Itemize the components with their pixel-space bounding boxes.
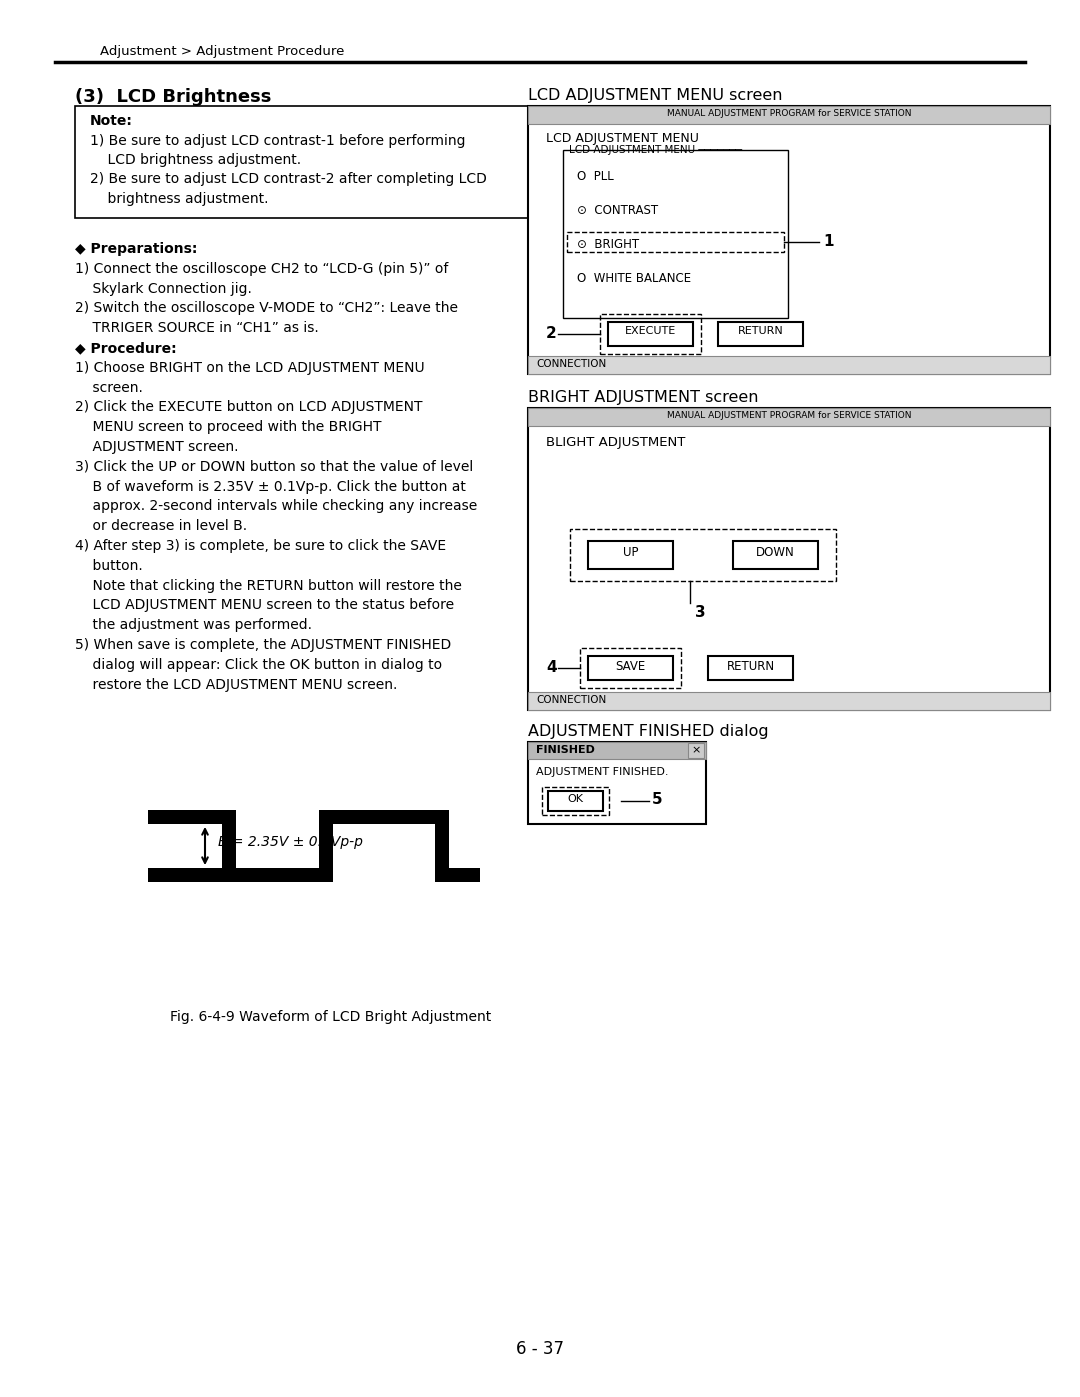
Bar (588, 541, 673, 569)
Text: 1: 1 (823, 233, 834, 249)
Text: 4: 4 (546, 659, 556, 675)
Bar (708, 657, 793, 680)
Text: MANUAL ADJUSTMENT PROGRAM for SERVICE STATION: MANUAL ADJUSTMENT PROGRAM for SERVICE ST… (666, 411, 912, 420)
Text: 2) Click the EXECUTE button on LCD ADJUSTMENT: 2) Click the EXECUTE button on LCD ADJUS… (75, 401, 422, 415)
Text: LCD ADJUSTMENT MENU screen to the status before: LCD ADJUSTMENT MENU screen to the status… (75, 598, 454, 612)
Bar (548, 791, 603, 812)
Text: 4) After step 3) is complete, be sure to click the SAVE: 4) After step 3) is complete, be sure to… (75, 539, 446, 553)
Text: ×: × (691, 745, 701, 754)
Text: ◆ Preparations:: ◆ Preparations: (75, 242, 198, 256)
Text: button.: button. (75, 559, 143, 573)
Text: LCD ADJUSTMENT MENU ───────: LCD ADJUSTMENT MENU ─────── (569, 145, 742, 155)
Bar (528, 742, 706, 759)
Text: restore the LCD ADJUSTMENT MENU screen.: restore the LCD ADJUSTMENT MENU screen. (75, 678, 397, 692)
Bar (567, 232, 784, 251)
Text: 2) Switch the oscilloscope V-MODE to “CH2”: Leave the: 2) Switch the oscilloscope V-MODE to “CH… (75, 302, 458, 316)
Text: (3)  LCD Brightness: (3) LCD Brightness (75, 88, 271, 106)
Text: 5: 5 (652, 792, 663, 807)
Bar (528, 692, 1050, 710)
Text: RETURN: RETURN (738, 326, 783, 337)
Bar (148, 868, 333, 882)
Text: Note that clicking the RETURN button will restore the: Note that clicking the RETURN button wil… (75, 578, 462, 592)
Bar (570, 529, 836, 581)
Text: the adjustment was performed.: the adjustment was performed. (75, 619, 312, 633)
Bar (75, 106, 530, 218)
Bar (528, 408, 1050, 710)
Text: 2) Be sure to adjust LCD contrast-2 after completing LCD: 2) Be sure to adjust LCD contrast-2 afte… (90, 172, 487, 187)
Text: dialog will appear: Click the OK button in dialog to: dialog will appear: Click the OK button … (75, 658, 442, 672)
Text: LCD brightness adjustment.: LCD brightness adjustment. (90, 154, 301, 168)
Text: Note:: Note: (90, 115, 133, 129)
Text: MENU screen to proceed with the BRIGHT: MENU screen to proceed with the BRIGHT (75, 420, 381, 434)
Text: ◆ Procedure:: ◆ Procedure: (75, 341, 177, 355)
Text: SAVE: SAVE (616, 659, 646, 673)
Text: ⊙  BRIGHT: ⊙ BRIGHT (577, 237, 639, 251)
Text: BLIGHT ADJUSTMENT: BLIGHT ADJUSTMENT (546, 436, 686, 448)
Text: LCD ADJUSTMENT MENU: LCD ADJUSTMENT MENU (546, 131, 699, 145)
Text: RETURN: RETURN (727, 659, 774, 673)
Bar (222, 824, 237, 868)
Text: FINISHED: FINISHED (536, 745, 595, 754)
Text: MANUAL ADJUSTMENT PROGRAM for SERVICE STATION: MANUAL ADJUSTMENT PROGRAM for SERVICE ST… (666, 109, 912, 117)
Bar (718, 321, 804, 346)
Bar (688, 743, 704, 759)
Text: O  WHITE BALANCE: O WHITE BALANCE (577, 272, 691, 285)
Text: 3) Click the UP or DOWN button so that the value of level: 3) Click the UP or DOWN button so that t… (75, 460, 473, 474)
Bar (319, 824, 333, 868)
Text: ADJUSTMENT FINISHED dialog: ADJUSTMENT FINISHED dialog (528, 724, 769, 739)
Bar (588, 657, 673, 680)
Bar (435, 824, 449, 868)
Text: OK: OK (567, 793, 583, 805)
Text: B of waveform is 2.35V ± 0.1Vp-p. Click the button at: B of waveform is 2.35V ± 0.1Vp-p. Click … (75, 479, 465, 493)
Text: screen.: screen. (75, 380, 143, 394)
Text: Skylark Connection jig.: Skylark Connection jig. (75, 282, 252, 296)
Bar (528, 408, 1050, 426)
Text: TRRIGER SOURCE in “CH1” as is.: TRRIGER SOURCE in “CH1” as is. (75, 321, 319, 335)
Text: O  PLL: O PLL (577, 170, 613, 183)
Text: 2: 2 (546, 326, 557, 341)
Bar (435, 868, 480, 882)
Bar (148, 810, 237, 824)
Text: EXECUTE: EXECUTE (625, 326, 676, 337)
Bar (528, 106, 1050, 124)
Text: UP: UP (623, 546, 638, 559)
Text: CONNECTION: CONNECTION (536, 694, 606, 705)
Bar (563, 149, 788, 319)
Bar (542, 787, 609, 814)
Text: B = 2.35V ± 0.1Vp-p: B = 2.35V ± 0.1Vp-p (218, 835, 363, 849)
Text: DOWN: DOWN (756, 546, 795, 559)
Bar (528, 742, 706, 824)
Text: 1) Be sure to adjust LCD contrast-1 before performing: 1) Be sure to adjust LCD contrast-1 befo… (90, 134, 465, 148)
Text: CONNECTION: CONNECTION (536, 359, 606, 369)
Text: 5) When save is complete, the ADJUSTMENT FINISHED: 5) When save is complete, the ADJUSTMENT… (75, 638, 451, 652)
Bar (528, 106, 1050, 374)
Text: 1) Choose BRIGHT on the LCD ADJUSTMENT MENU: 1) Choose BRIGHT on the LCD ADJUSTMENT M… (75, 360, 424, 374)
Text: Fig. 6-4-9 Waveform of LCD Bright Adjustment: Fig. 6-4-9 Waveform of LCD Bright Adjust… (170, 1010, 491, 1024)
Text: ADJUSTMENT screen.: ADJUSTMENT screen. (75, 440, 239, 454)
Bar (600, 314, 701, 353)
Text: 6 - 37: 6 - 37 (516, 1340, 564, 1358)
Text: 3: 3 (694, 605, 705, 620)
Bar (580, 648, 681, 687)
Text: LCD ADJUSTMENT MENU screen: LCD ADJUSTMENT MENU screen (528, 88, 783, 103)
Text: BRIGHT ADJUSTMENT screen: BRIGHT ADJUSTMENT screen (528, 390, 758, 405)
Text: 1) Connect the oscilloscope CH2 to “LCD-G (pin 5)” of: 1) Connect the oscilloscope CH2 to “LCD-… (75, 261, 448, 275)
Bar (608, 321, 693, 346)
Bar (528, 356, 1050, 374)
Bar (733, 541, 818, 569)
Bar (319, 810, 449, 824)
Text: Adjustment > Adjustment Procedure: Adjustment > Adjustment Procedure (100, 45, 345, 59)
Text: ADJUSTMENT FINISHED.: ADJUSTMENT FINISHED. (536, 767, 669, 777)
Text: or decrease in level B.: or decrease in level B. (75, 520, 247, 534)
Text: brightness adjustment.: brightness adjustment. (90, 191, 269, 205)
Text: approx. 2-second intervals while checking any increase: approx. 2-second intervals while checkin… (75, 499, 477, 514)
Text: ⊙  CONTRAST: ⊙ CONTRAST (577, 204, 658, 217)
